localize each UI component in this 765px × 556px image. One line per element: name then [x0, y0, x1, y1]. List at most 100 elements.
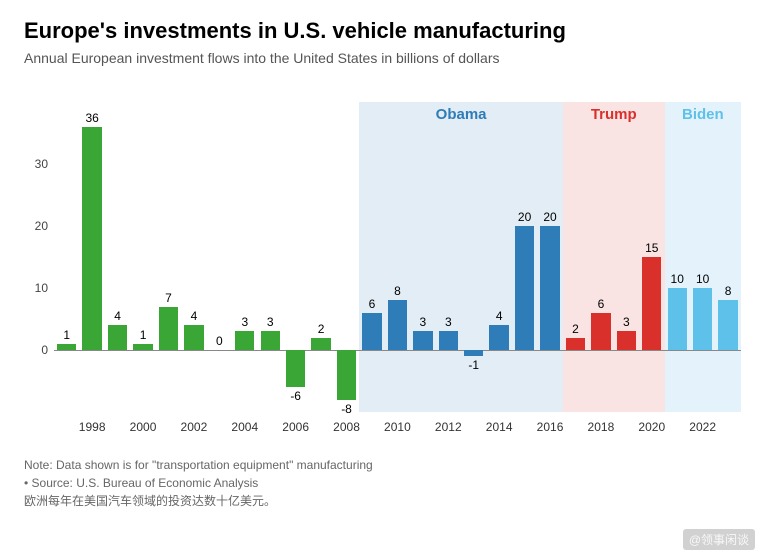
bar-value-label: 8 [385, 284, 410, 298]
bar-slot: 1 [54, 102, 79, 412]
bar-value-label: 10 [665, 272, 690, 286]
bar [362, 313, 381, 350]
footer-source: • Source: U.S. Bureau of Economic Analys… [24, 474, 741, 492]
y-tick-label: 0 [41, 343, 54, 357]
chart-subtitle: Annual European investment flows into th… [24, 50, 741, 66]
bar [388, 300, 407, 350]
x-tick-slot: 2000 [130, 412, 155, 442]
bar-value-label: 2 [563, 322, 588, 336]
watermark: @领事闲谈 [683, 529, 755, 550]
bar-value-label: 3 [436, 315, 461, 329]
bar-value-label: 3 [258, 315, 283, 329]
bar [464, 350, 483, 356]
bar [439, 331, 458, 350]
bar-slot: 3 [258, 102, 283, 412]
bar [337, 350, 356, 400]
bar-value-label: -6 [283, 389, 308, 403]
bar-slot: 3 [436, 102, 461, 412]
bar-value-label: 4 [486, 309, 511, 323]
y-tick-label: 20 [35, 219, 54, 233]
bar [693, 288, 712, 350]
bar-slot: 2 [308, 102, 333, 412]
x-tick-slot: 1998 [79, 412, 104, 442]
bar-value-label: 20 [512, 210, 537, 224]
bar-value-label: 2 [308, 322, 333, 336]
bar-value-label: 7 [156, 291, 181, 305]
bar-value-label: 6 [588, 297, 613, 311]
bar-value-label: 6 [359, 297, 384, 311]
bar-value-label: 20 [537, 210, 562, 224]
bar-slot: 4 [486, 102, 511, 412]
x-tick-slot: 2008 [334, 412, 359, 442]
x-tick-slot: 2002 [181, 412, 206, 442]
x-tick-slot: 2018 [588, 412, 613, 442]
bar-slot: 7 [156, 102, 181, 412]
bar-value-label: 0 [207, 334, 232, 348]
x-tick-slot [715, 412, 740, 442]
bar [184, 325, 203, 350]
bar-slot: 6 [588, 102, 613, 412]
bar-slot: 8 [715, 102, 740, 412]
bar-slot: 6 [359, 102, 384, 412]
bar-value-label: 3 [410, 315, 435, 329]
x-tick-slot: 2020 [639, 412, 664, 442]
bar-slot: -6 [283, 102, 308, 412]
x-tick-slot: 2010 [385, 412, 410, 442]
x-tick-slot: 2012 [436, 412, 461, 442]
bar-slot: 0 [207, 102, 232, 412]
x-tick-slot: 2004 [232, 412, 257, 442]
bar-value-label: 1 [130, 328, 155, 342]
bar-value-label: -1 [461, 358, 486, 372]
bar [617, 331, 636, 350]
y-tick-label: 30 [35, 157, 54, 171]
bar-slot: 4 [181, 102, 206, 412]
x-tick-slot: 2006 [283, 412, 308, 442]
chart-container: Europe's investments in U.S. vehicle man… [0, 0, 765, 556]
bar-value-label: 8 [715, 284, 740, 298]
x-tick-slot: 2016 [537, 412, 562, 442]
bar [515, 226, 534, 350]
bar-value-label: 10 [690, 272, 715, 286]
bar [133, 344, 152, 350]
bar [540, 226, 559, 350]
bar [286, 350, 305, 387]
bar-slot: 3 [232, 102, 257, 412]
bar-value-label: 4 [105, 309, 130, 323]
bar-value-label: 3 [614, 315, 639, 329]
bar-value-label: 15 [639, 241, 664, 255]
bar [235, 331, 254, 350]
bar-slot: 10 [665, 102, 690, 412]
bar [261, 331, 280, 350]
bar-slot: 3 [614, 102, 639, 412]
chart-footer: Note: Data shown is for "transportation … [24, 456, 741, 510]
bar [311, 338, 330, 350]
bar [489, 325, 508, 350]
bar-slot: 20 [537, 102, 562, 412]
y-tick-label: 10 [35, 281, 54, 295]
bar-value-label: 4 [181, 309, 206, 323]
bar [108, 325, 127, 350]
bar-slot: -1 [461, 102, 486, 412]
bar-slot: 10 [690, 102, 715, 412]
bar-slot: 1 [130, 102, 155, 412]
bar-slot: 36 [79, 102, 104, 412]
bar [718, 300, 737, 350]
bar-value-label: 36 [79, 111, 104, 125]
bar-slot: 4 [105, 102, 130, 412]
bar [642, 257, 661, 350]
chart-title: Europe's investments in U.S. vehicle man… [24, 18, 741, 44]
bar-slot: 2 [563, 102, 588, 412]
plot-area: ObamaTrumpBiden01020301364174033-62-8683… [54, 102, 741, 412]
bar-slot: 3 [410, 102, 435, 412]
bar [57, 344, 76, 350]
x-tick-slot: 2014 [486, 412, 511, 442]
footer-note: Note: Data shown is for "transportation … [24, 456, 741, 474]
bar [566, 338, 585, 350]
bar [591, 313, 610, 350]
bar-slot: 15 [639, 102, 664, 412]
x-tick-slot: 2022 [690, 412, 715, 442]
bar-slot: 20 [512, 102, 537, 412]
bar-slot: 8 [385, 102, 410, 412]
bar [82, 127, 101, 350]
bar-value-label: 1 [54, 328, 79, 342]
